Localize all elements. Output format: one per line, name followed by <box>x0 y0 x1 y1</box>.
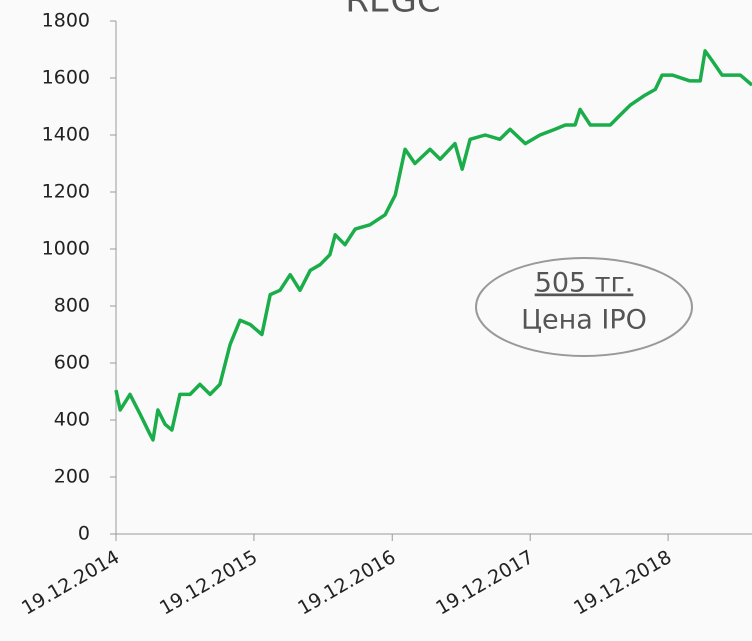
x-tick-label: 19.12.2017 <box>432 546 537 619</box>
y-tick-label: 1800 <box>42 10 90 32</box>
y-tick-label: 1400 <box>42 124 90 146</box>
y-tick-label: 1600 <box>42 67 90 89</box>
x-tick-label: 19.12.2018 <box>570 546 675 619</box>
annotation-ellipse <box>475 257 693 357</box>
x-tick-label: 19.12.2016 <box>294 546 399 619</box>
y-tick-label: 1000 <box>42 238 90 260</box>
y-tick-label: 400 <box>54 409 90 431</box>
price-line <box>114 49 752 442</box>
annotation-price: 505 тг. <box>535 268 634 299</box>
y-tick-label: 1200 <box>42 181 90 203</box>
chart-title: REGC <box>345 0 440 21</box>
x-tick-label: 19.12.2014 <box>18 546 123 619</box>
x-tick-label: 19.12.2015 <box>156 546 261 619</box>
y-tick-label: 600 <box>54 352 90 374</box>
y-tick-label: 0 <box>78 523 90 545</box>
y-tick-label: 200 <box>54 466 90 488</box>
y-tick-label: 800 <box>54 295 90 317</box>
annotation-label: Цена IPO <box>521 305 647 336</box>
